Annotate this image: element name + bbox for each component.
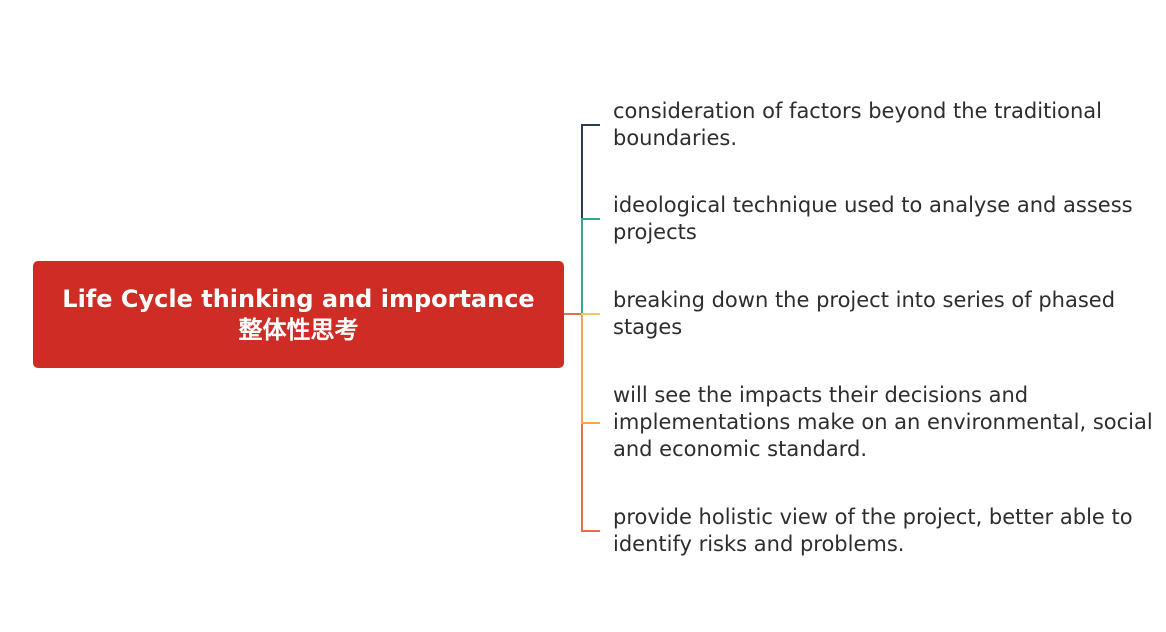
branch-topic-3[interactable]: breaking down the project into series of…	[613, 288, 1116, 339]
root-topic-subtitle: 整体性思考	[238, 315, 359, 344]
branch-topic-5[interactable]: provide holistic view of the project, be…	[613, 505, 1133, 556]
branch-topic-2[interactable]: ideological technique used to analyse an…	[613, 193, 1133, 244]
branch-topic-4[interactable]: will see the impacts their decisions and…	[613, 383, 1153, 461]
root-topic-node[interactable]: Life Cycle thinking and importance 整体性思考	[33, 261, 564, 368]
root-topic-title: Life Cycle thinking and importance	[62, 284, 535, 313]
branch-topic-1[interactable]: consideration of factors beyond the trad…	[613, 99, 1102, 150]
